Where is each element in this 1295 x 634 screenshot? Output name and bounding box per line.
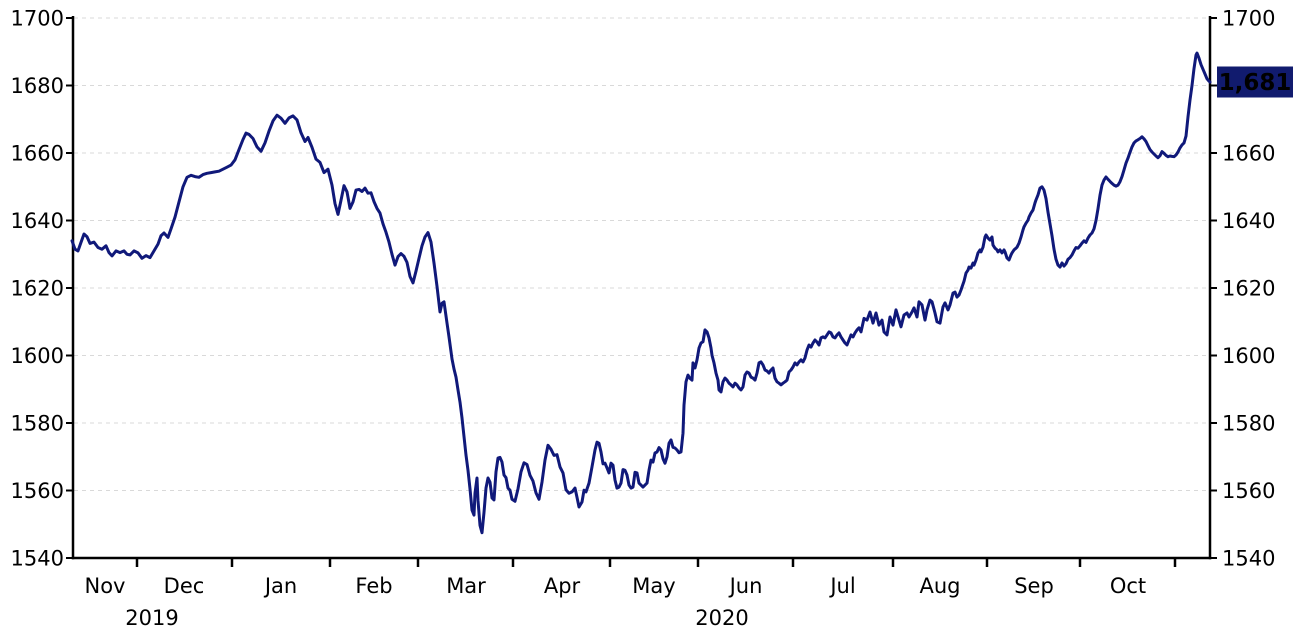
x-axis-month-label: Oct [1110, 574, 1146, 598]
y-axis-label-left: 1620 [11, 277, 64, 301]
y-axis-label-left: 1600 [11, 344, 64, 368]
x-axis-month-label: Jul [828, 574, 855, 598]
y-axis-label-left: 1660 [11, 142, 64, 166]
last-value-label: 1,681 [1219, 70, 1292, 96]
y-axis-label-left: 1560 [11, 479, 64, 503]
x-axis-month-label: Jan [263, 574, 297, 598]
x-axis-month-label: Dec [164, 574, 205, 598]
y-axis-label-left: 1680 [11, 74, 64, 98]
last-value-badge [1217, 66, 1293, 98]
y-axis-label-right: 1660 [1222, 142, 1275, 166]
x-axis-month-label: Mar [446, 574, 486, 598]
x-axis-month-label: Nov [85, 574, 126, 598]
x-axis-year-label: 2020 [695, 606, 748, 630]
x-axis-month-label: Jun [728, 574, 763, 598]
x-axis-month-label: May [632, 574, 675, 598]
x-axis-month-label: Aug [919, 574, 960, 598]
y-axis-label-left: 1640 [11, 209, 64, 233]
y-axis-label-right: 1560 [1222, 479, 1275, 503]
y-axis-label-right: 1580 [1222, 412, 1275, 436]
x-axis-month-label: Sep [1014, 574, 1054, 598]
y-axis-label-right: 1540 [1222, 547, 1275, 571]
price-line [70, 51, 1212, 535]
x-axis-month-label: Apr [544, 574, 581, 598]
y-axis-label-left: 1540 [11, 547, 64, 571]
y-axis-label-right: 1600 [1222, 344, 1275, 368]
x-axis-year-label: 2019 [125, 606, 178, 630]
y-axis-label-left: 1700 [11, 7, 64, 31]
y-axis-label-right: 1620 [1222, 277, 1275, 301]
x-axis-month-label: Feb [355, 574, 392, 598]
y-axis-label-right: 1640 [1222, 209, 1275, 233]
y-axis-label-left: 1580 [11, 412, 64, 436]
y-axis-label-right: 1700 [1222, 7, 1275, 31]
